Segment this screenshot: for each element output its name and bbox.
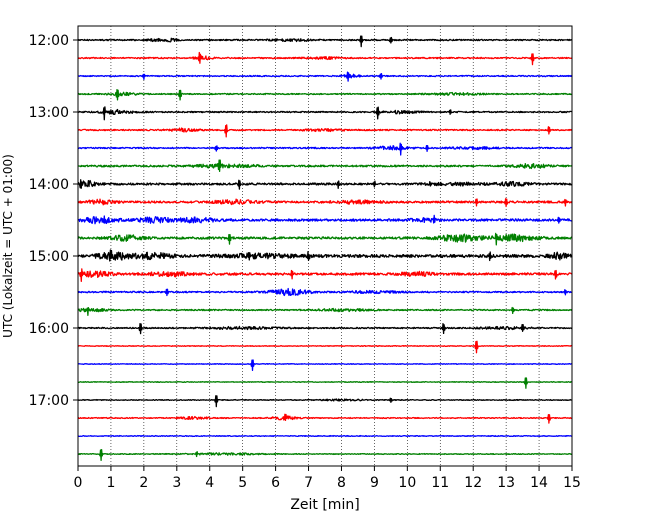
x-tick-label: 11 bbox=[431, 475, 449, 491]
y-tick-label: 15:00 bbox=[29, 249, 69, 265]
x-axis: 0 1 2 3 4 5 6 7 8 9 10 11 12 13 14 15 bbox=[74, 466, 581, 491]
trace-1245 bbox=[77, 88, 573, 101]
trace-1345 bbox=[77, 159, 573, 173]
trace-1230 bbox=[77, 71, 573, 82]
x-tick-label: 4 bbox=[205, 475, 214, 491]
trace-1545 bbox=[77, 306, 573, 316]
x-tick-label: 12 bbox=[464, 475, 482, 491]
trace-1330 bbox=[77, 142, 573, 156]
y-axis-title: UTC (Lokalzeit = UTC + 01:00) bbox=[1, 154, 15, 338]
x-tick-label: 0 bbox=[74, 475, 83, 491]
x-tick-label: 10 bbox=[398, 475, 416, 491]
trace-1215 bbox=[77, 51, 573, 66]
x-tick-label: 5 bbox=[238, 475, 247, 491]
trace-1415 bbox=[77, 198, 573, 208]
x-tick-label: 15 bbox=[563, 475, 581, 491]
trace-1315 bbox=[77, 124, 573, 138]
x-axis-title: Zeit [min] bbox=[290, 497, 359, 513]
x-tick-label: 13 bbox=[497, 475, 515, 491]
trace-1515 bbox=[77, 268, 573, 282]
trace-1630 bbox=[77, 359, 573, 372]
trace-1730 bbox=[77, 434, 573, 438]
trace-1600 bbox=[77, 323, 573, 335]
trace-1500 bbox=[77, 249, 573, 262]
y-tick-label: 16:00 bbox=[29, 321, 69, 337]
trace-1745 bbox=[77, 448, 573, 461]
trace-1530 bbox=[77, 287, 573, 297]
trace-1430 bbox=[77, 214, 573, 225]
x-tick-label: 1 bbox=[106, 475, 115, 491]
y-tick-label: 13:00 bbox=[29, 105, 69, 121]
trace-group bbox=[77, 35, 573, 461]
trace-1700 bbox=[77, 395, 573, 408]
y-tick-label: 17:00 bbox=[29, 393, 69, 409]
x-tick-label: 2 bbox=[139, 475, 148, 491]
trace-1715 bbox=[77, 413, 573, 424]
x-tick-label: 7 bbox=[304, 475, 313, 491]
trace-1445 bbox=[77, 232, 573, 246]
plot-frame bbox=[77, 25, 573, 467]
trace-1300 bbox=[77, 106, 573, 121]
x-tick-label: 8 bbox=[337, 475, 346, 491]
trace-1200 bbox=[77, 35, 573, 48]
x-tick-label: 3 bbox=[172, 475, 181, 491]
trace-1400 bbox=[77, 179, 573, 190]
y-axis: 12:00 13:00 14:00 15:00 16:00 17:00 bbox=[29, 33, 78, 409]
y-tick-label: 12:00 bbox=[29, 33, 69, 49]
trace-1645 bbox=[77, 377, 573, 389]
x-grid bbox=[110, 26, 540, 466]
y-tick-label: 14:00 bbox=[29, 177, 69, 193]
x-tick-label: 14 bbox=[530, 475, 548, 491]
trace-1615 bbox=[77, 340, 573, 354]
x-tick-label: 6 bbox=[271, 475, 280, 491]
x-tick-label: 9 bbox=[370, 475, 379, 491]
